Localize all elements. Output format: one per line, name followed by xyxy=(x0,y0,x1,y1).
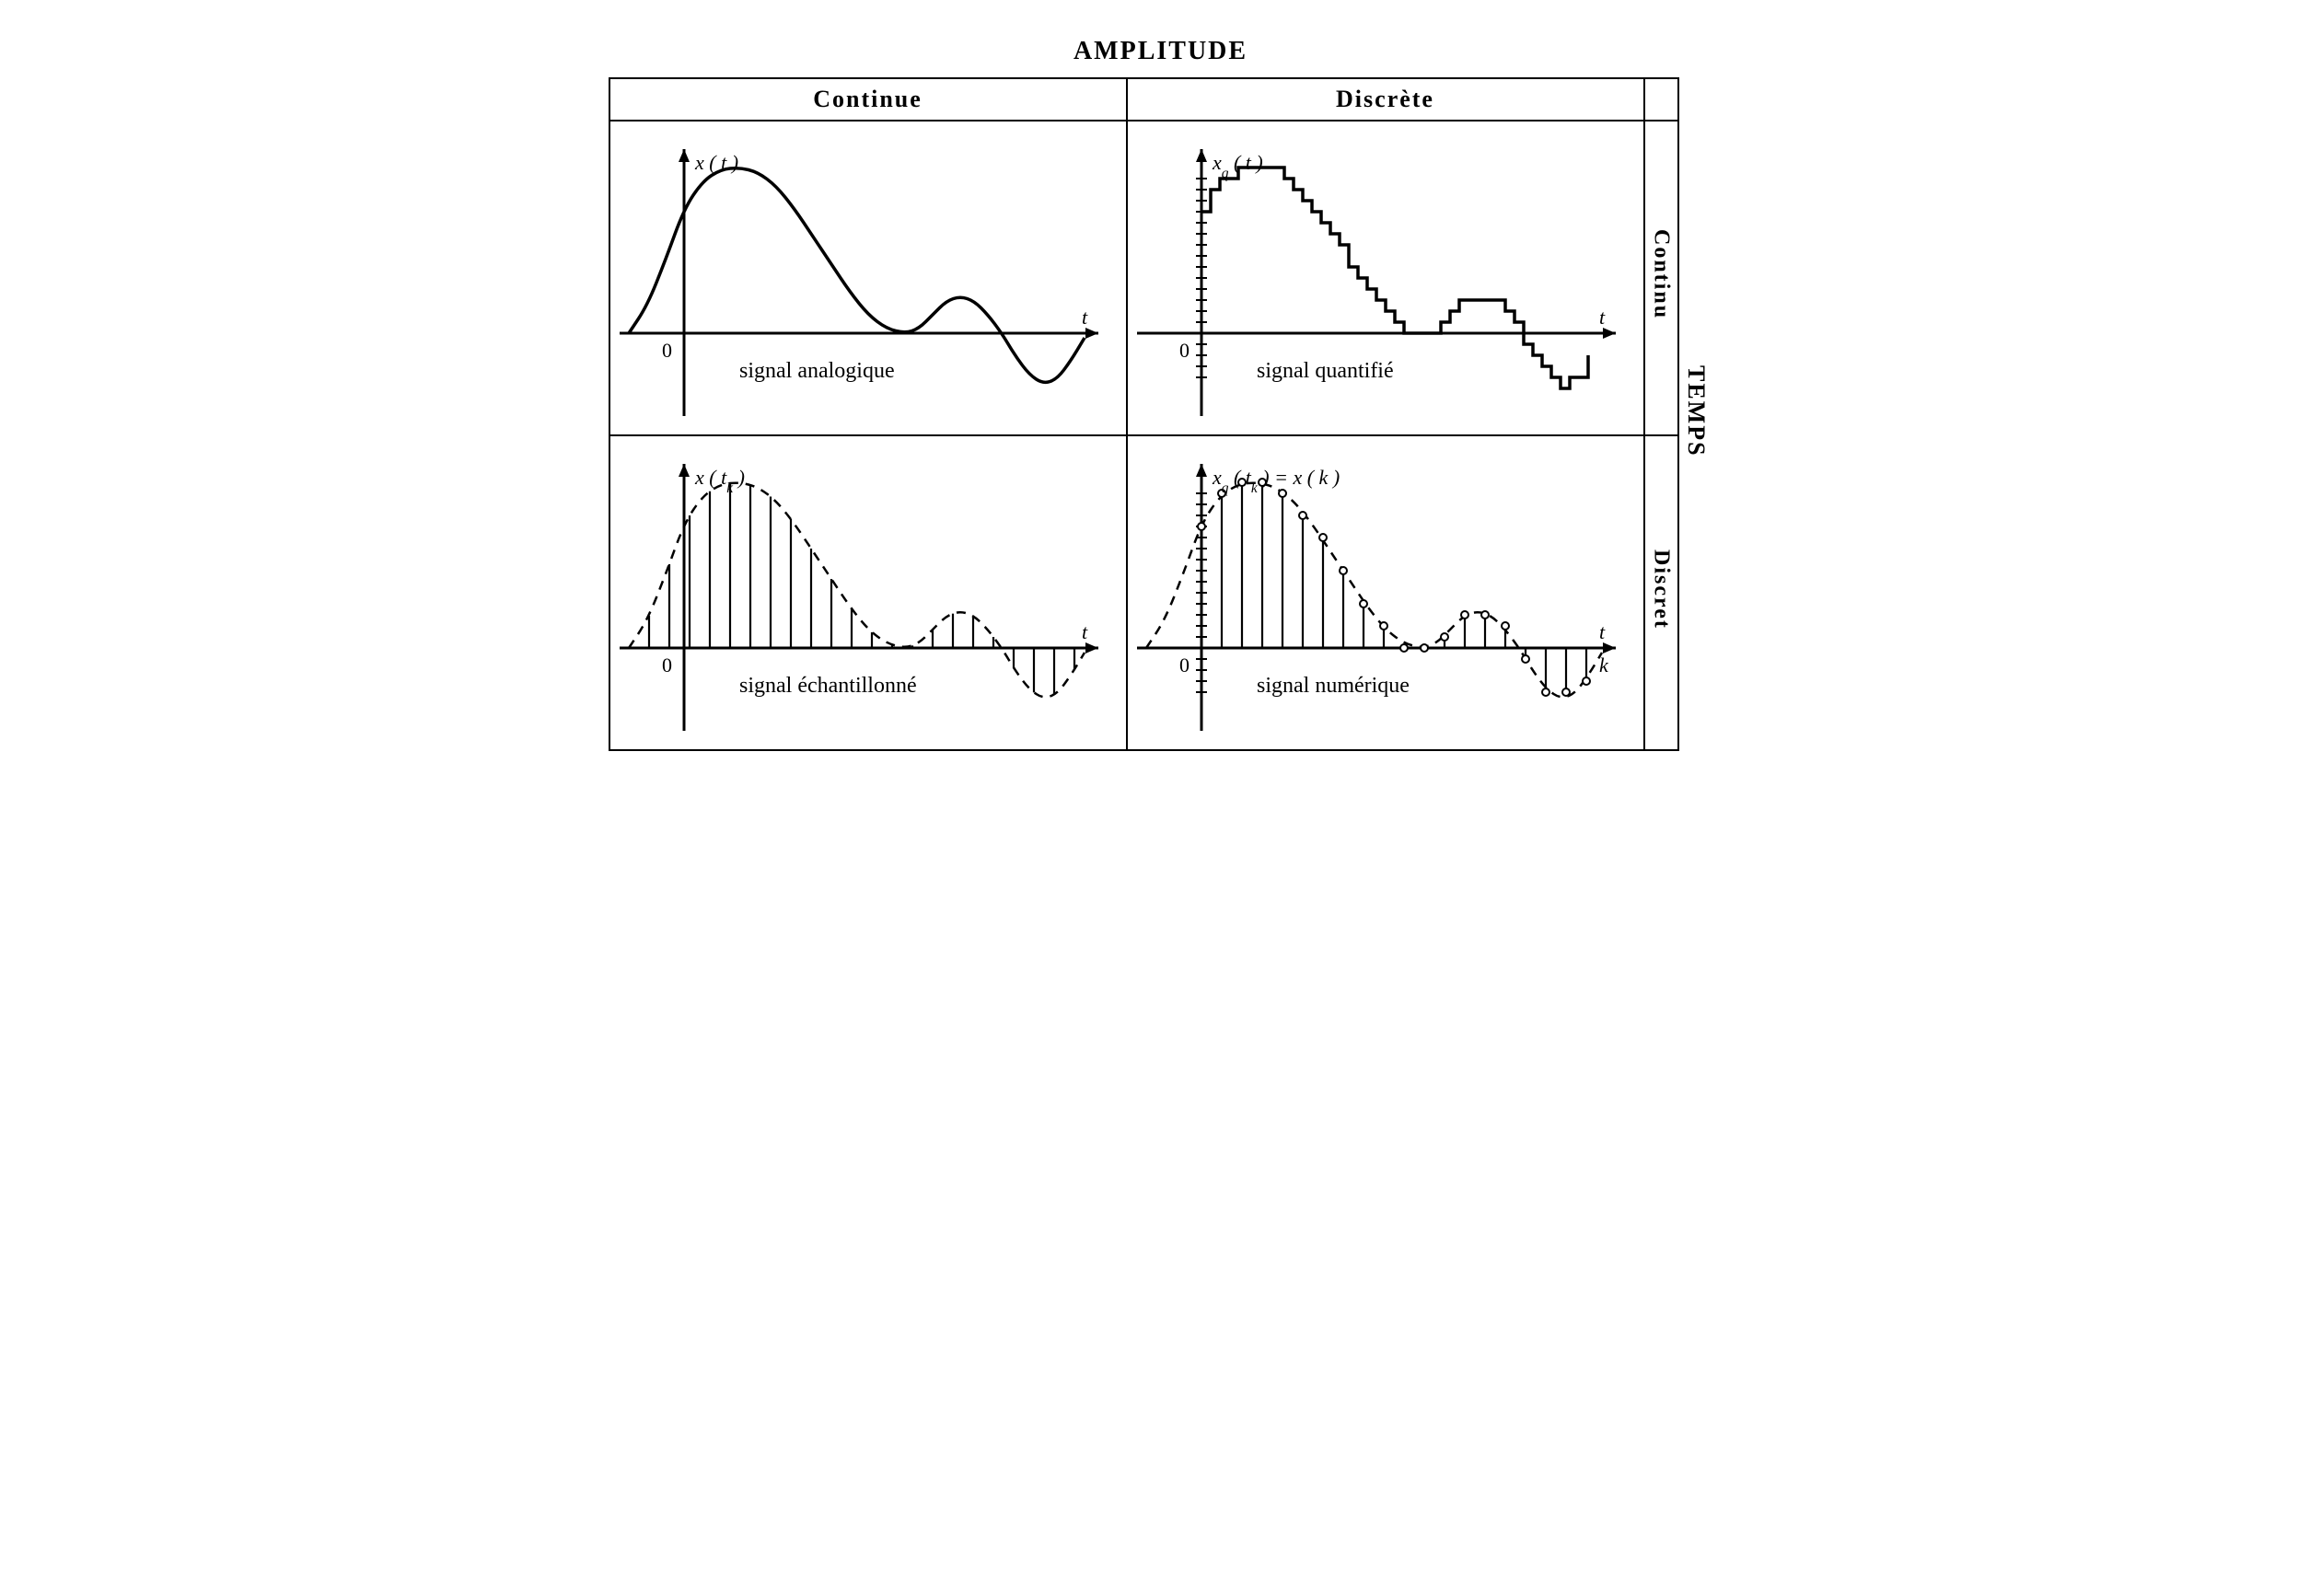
svg-text:0: 0 xyxy=(662,653,672,677)
svg-text:xq ( tk ) = x ( k ): xq ( tk ) = x ( k ) xyxy=(1212,466,1340,496)
panel-sampled: x ( tk ) t 0 signal échantillonné xyxy=(610,436,1126,749)
panel-digital: xq ( tk ) = x ( k ) tk 0 signal numérique xyxy=(1128,436,1643,749)
svg-text:signal échantillonné: signal échantillonné xyxy=(739,674,917,698)
title-right: TEMPS xyxy=(1678,78,1713,750)
col-header-discrete: Discrète xyxy=(1127,78,1644,121)
svg-text:x ( tk ): x ( tk ) xyxy=(694,466,745,496)
row-header-continu: Continu xyxy=(1644,121,1678,435)
row-header-discret: Discret xyxy=(1644,435,1678,750)
svg-text:t: t xyxy=(1082,620,1088,643)
svg-text:signal analogique: signal analogique xyxy=(739,359,895,383)
signal-grid: Continue Discrète TEMPS x ( t ) t 0 signal … xyxy=(609,77,1713,751)
svg-text:t: t xyxy=(1599,306,1606,329)
svg-text:0: 0 xyxy=(662,339,672,362)
svg-text:x ( t ): x ( t ) xyxy=(694,151,738,174)
svg-text:k: k xyxy=(1599,653,1609,677)
title-top: AMPLITUDE xyxy=(609,37,1713,66)
svg-text:0: 0 xyxy=(1179,653,1190,677)
svg-text:signal numérique: signal numérique xyxy=(1257,674,1410,698)
svg-text:t: t xyxy=(1082,306,1088,329)
panel-analog: x ( t ) t 0 signal analogique xyxy=(610,121,1126,434)
svg-text:0: 0 xyxy=(1179,339,1190,362)
col-header-continue: Continue xyxy=(609,78,1127,121)
panel-quantized: xq ( t )t0signal quantifié xyxy=(1128,121,1643,434)
svg-text:t: t xyxy=(1599,620,1606,643)
svg-text:signal quantifié: signal quantifié xyxy=(1257,359,1394,383)
col-header-spacer xyxy=(1644,78,1678,121)
